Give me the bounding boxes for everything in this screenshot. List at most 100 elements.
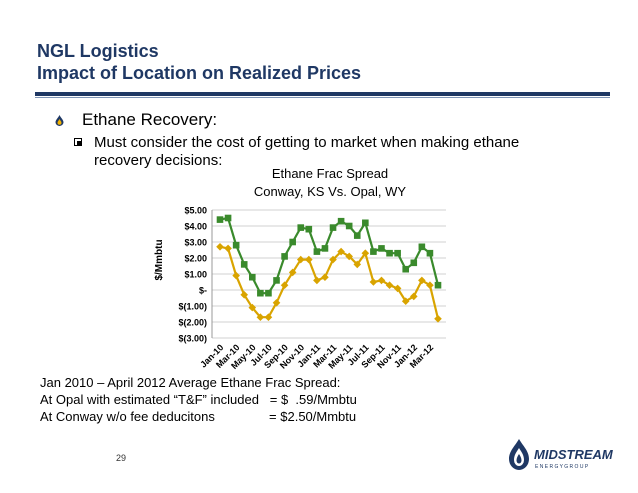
conway-point bbox=[265, 289, 272, 297]
opal-point bbox=[385, 281, 394, 289]
y-tick-label: $1.00 bbox=[184, 270, 207, 280]
y-tick-label: $(1.00) bbox=[178, 302, 207, 312]
conway-point bbox=[297, 224, 305, 231]
x-tick-label: Jan-11 bbox=[295, 342, 322, 369]
x-tick-label: Jan-12 bbox=[392, 342, 419, 369]
opal-point bbox=[248, 303, 257, 312]
opal-point bbox=[345, 252, 353, 261]
opal-point bbox=[296, 255, 305, 264]
opal-point bbox=[337, 247, 345, 256]
opal-point bbox=[434, 315, 442, 323]
conway-point bbox=[305, 225, 313, 233]
series-0-line bbox=[219, 216, 440, 295]
chart-subtitle: Conway, KS Vs. Opal, WY bbox=[253, 184, 407, 199]
x-tick-label: Jul-11 bbox=[346, 342, 371, 367]
opal-point bbox=[401, 297, 410, 305]
conway-point bbox=[394, 249, 401, 257]
y-tick-label: $4.00 bbox=[184, 222, 207, 232]
title-rule-shadow bbox=[35, 97, 610, 98]
opal-point bbox=[369, 278, 378, 286]
conway-point bbox=[410, 259, 418, 267]
x-tick-label: Jan-10 bbox=[198, 342, 225, 369]
opal-point bbox=[418, 276, 426, 285]
x-tick-label: Jul-10 bbox=[248, 342, 273, 367]
x-tick-label: Mar-11 bbox=[311, 342, 338, 369]
conway-point bbox=[313, 248, 321, 255]
x-tick-label: Sep-10 bbox=[262, 342, 290, 370]
sub-bullet: Must consider the cost of getting to mar… bbox=[74, 134, 574, 170]
conway-point bbox=[362, 219, 369, 227]
opal-point bbox=[305, 255, 313, 264]
y-tick-label: $3.00 bbox=[184, 238, 207, 248]
opal-point bbox=[280, 281, 289, 289]
conway-point bbox=[232, 241, 240, 249]
conway-point bbox=[321, 245, 329, 252]
sub-bullet-text: Must consider the cost of getting to mar… bbox=[94, 134, 520, 169]
opal-point bbox=[361, 249, 370, 257]
opal-point bbox=[232, 271, 240, 280]
x-tick-label: Sep-11 bbox=[359, 342, 387, 370]
opal-point bbox=[321, 273, 329, 281]
opal-point bbox=[426, 281, 434, 289]
bullet-ethane-recovery: Ethane Recovery: bbox=[55, 110, 217, 130]
conway-point bbox=[402, 265, 410, 273]
note-line-1: Jan 2010 – April 2012 Average Ethane Fra… bbox=[40, 375, 341, 390]
flame-bullet-icon bbox=[55, 114, 64, 126]
opal-point bbox=[313, 276, 321, 285]
opal-point bbox=[288, 268, 297, 277]
x-tick-label: Nov-10 bbox=[278, 342, 306, 370]
opal-point bbox=[240, 291, 249, 299]
conway-point bbox=[337, 217, 345, 225]
title-rule bbox=[35, 92, 610, 96]
conway-point bbox=[353, 232, 361, 239]
conway-point bbox=[273, 277, 280, 284]
logo-wordmark: MIDSTREAM bbox=[534, 447, 614, 462]
x-tick-label: May-11 bbox=[326, 342, 354, 370]
slide-title-line2: Impact of Location on Realized Prices bbox=[37, 63, 362, 83]
opal-point bbox=[353, 260, 362, 269]
y-tick-label: $5.00 bbox=[184, 206, 207, 216]
y-tick-label: $(2.00) bbox=[178, 318, 207, 328]
logo-subtext: E N E R G Y G R O U P bbox=[535, 464, 589, 470]
x-tick-label: May-10 bbox=[229, 342, 258, 371]
series-1-line bbox=[219, 245, 440, 320]
opal-point bbox=[224, 244, 232, 253]
x-tick-label: Nov-11 bbox=[375, 342, 403, 370]
conway-point bbox=[281, 253, 288, 260]
conway-point bbox=[257, 289, 264, 297]
y-axis-label: $/Mmbtu bbox=[154, 239, 165, 280]
note-line-2: At Opal with estimated “T&F” included = … bbox=[40, 392, 357, 407]
opal-point bbox=[216, 243, 224, 251]
chart-title: Ethane Frac Spread bbox=[271, 166, 389, 181]
conway-point bbox=[370, 248, 377, 255]
opal-point bbox=[409, 292, 418, 301]
conway-point bbox=[329, 224, 337, 231]
x-tick-label: Mar-10 bbox=[214, 342, 242, 370]
note-line-3: At Conway w/o fee deducitons = $2.50/Mmb… bbox=[40, 409, 357, 424]
slide-title-line1: NGL Logistics bbox=[37, 41, 159, 61]
y-tick-label: $- bbox=[199, 286, 207, 296]
conway-point bbox=[386, 249, 393, 257]
conway-point bbox=[426, 249, 434, 257]
opal-point bbox=[256, 313, 265, 321]
conway-point bbox=[240, 261, 248, 268]
x-tick-label: Mar-12 bbox=[408, 342, 436, 370]
bullet-text: Ethane Recovery: bbox=[82, 110, 218, 129]
page-number: 29 bbox=[116, 453, 127, 463]
conway-point bbox=[418, 243, 426, 251]
midstream-flame-icon: MIDSTREAM E N E R G Y G R O U P bbox=[509, 439, 614, 470]
conway-point bbox=[434, 281, 442, 289]
opal-point bbox=[377, 276, 386, 285]
conway-point bbox=[378, 245, 385, 252]
y-tick-label: $(3.00) bbox=[178, 334, 207, 344]
opal-point bbox=[272, 299, 281, 307]
conway-point bbox=[289, 238, 296, 246]
midstream-logo: MIDSTREAM E N E R G Y G R O U P bbox=[507, 437, 617, 477]
y-tick-label: $2.00 bbox=[184, 254, 207, 264]
opal-point bbox=[329, 255, 337, 264]
conway-point bbox=[216, 216, 224, 223]
opal-point bbox=[393, 284, 402, 293]
checkbox-bullet-icon bbox=[74, 138, 82, 146]
conway-point bbox=[345, 222, 353, 230]
opal-point bbox=[264, 313, 273, 321]
